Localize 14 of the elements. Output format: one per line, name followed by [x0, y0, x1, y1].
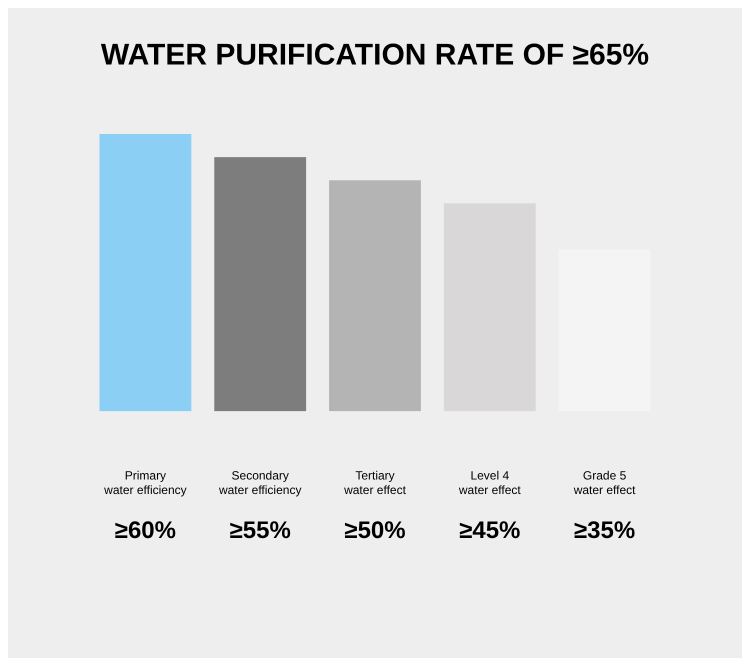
bar: [99, 134, 192, 412]
data-label: ≥60%: [114, 516, 176, 544]
bar: [329, 180, 421, 412]
x-tick-label: Grade 5 water effect: [572, 468, 636, 498]
data-label: ≥50%: [344, 516, 406, 544]
x-tick-label: Tertiary water effect: [343, 468, 407, 498]
x-tick-label: Secondary water efficiency: [218, 468, 302, 498]
data-label: ≥45%: [459, 516, 520, 544]
chart-title: WATER PURIFICATION RATE OF ≥65%: [100, 38, 650, 72]
data-label: ≥55%: [230, 516, 291, 544]
x-tick-label: Level 4 water effect: [458, 468, 522, 498]
bar: [214, 157, 306, 412]
x-tick-label: Primary water efficiency: [103, 468, 187, 498]
data-label: ≥35%: [574, 516, 636, 544]
